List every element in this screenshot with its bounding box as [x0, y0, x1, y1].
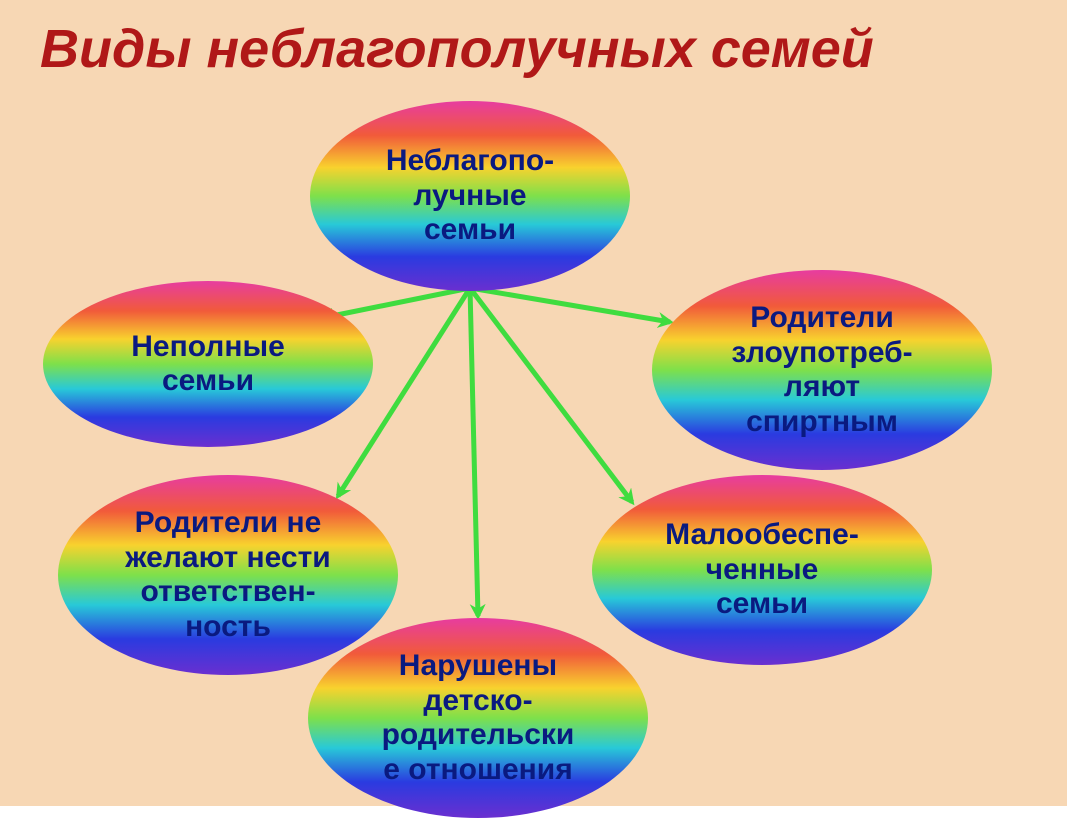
page-title: Виды неблагополучных семей — [40, 18, 874, 80]
node-n5: Нарушены детско- родительски е отношения — [308, 618, 648, 818]
node-label: Неблагопо- лучные семьи — [372, 144, 568, 248]
node-label: Родители не желают нести ответствен- нос… — [111, 506, 344, 644]
node-label: Малообеспе- ченные семьи — [651, 518, 873, 622]
node-label: Нарушены детско- родительски е отношения — [368, 649, 589, 787]
node-label: Родители злоупотреб- ляют спиртным — [717, 301, 926, 439]
node-n2: Родители злоупотреб- ляют спиртным — [652, 270, 992, 470]
node-label: Неполные семьи — [117, 330, 299, 399]
node-center: Неблагопо- лучные семьи — [310, 101, 630, 291]
node-n1: Неполные семьи — [43, 281, 373, 447]
